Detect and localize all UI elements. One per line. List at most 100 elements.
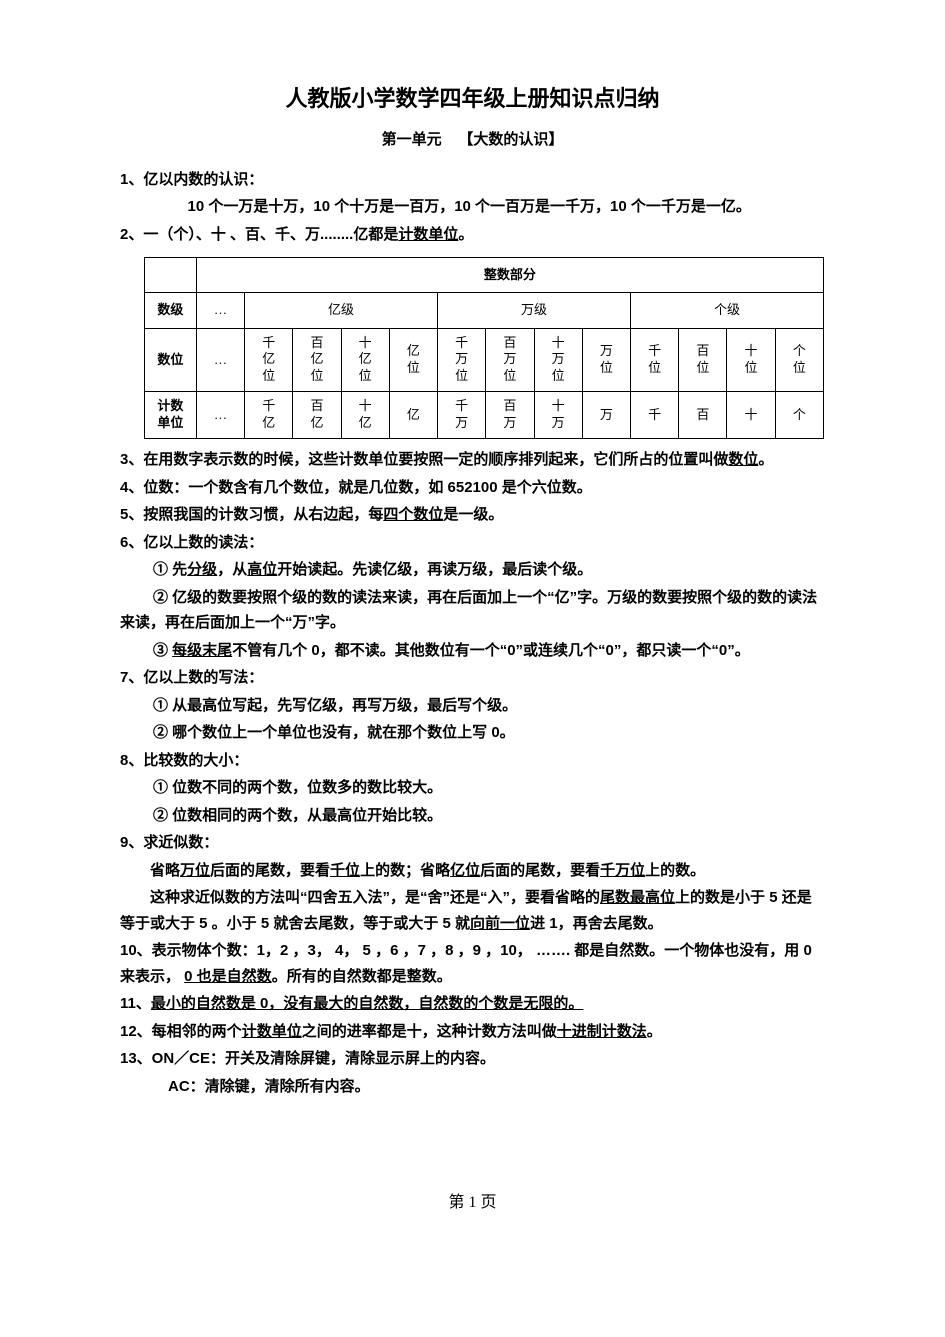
p5-b: 是一级。 <box>443 506 503 523</box>
r3c5: 千万 <box>438 392 486 439</box>
r3c9: 千 <box>630 392 678 439</box>
point-2: 2、一（个）、十 、百、千、万........亿都是计数单位。 <box>120 222 825 248</box>
point-1-head: 1、亿以内数的认识： <box>120 167 825 193</box>
p2-underline: 计数单位 <box>398 226 458 243</box>
point-9: 9、求近似数： <box>120 830 825 856</box>
point-6-2: ② 亿级的数要按照个级的数的读法来读，再在后面加上一个“亿”字。万级的数要按照个… <box>120 585 825 636</box>
unit-subtitle: 第一单元 【大数的认识】 <box>120 127 825 153</box>
r1-yi: 亿级 <box>245 293 438 328</box>
p12-a: 12、每相邻的两个 <box>120 1023 242 1040</box>
r3c6: 百万 <box>486 392 534 439</box>
p9-2u2: 最高位 <box>630 889 675 906</box>
p9-1c: 上的数；省略 <box>360 862 450 879</box>
point-13-2: AC：清除键，清除所有内容。 <box>120 1074 825 1100</box>
point-4: 4、位数：一个数含有几个数位，就是几位数，如 652100 是个六位数。 <box>120 475 825 501</box>
p9-1u2: 千位 <box>330 862 360 879</box>
r1-ge: 个级 <box>630 293 823 328</box>
p9-1u3: 亿位 <box>450 862 480 879</box>
p9-2u3: 向前一位 <box>470 915 530 932</box>
p9-1d: 后面的尾数，要看 <box>480 862 600 879</box>
row2-label: 数位 <box>145 328 197 392</box>
point-8: 8、比较数的大小： <box>120 748 825 774</box>
point-8-1: ① 位数不同的两个数，位数多的数比较大。 <box>120 775 825 801</box>
r2c7: 十万位 <box>534 328 582 392</box>
point-13-1: 13、ON／CE：开关及清除屏键，清除显示屏上的内容。 <box>120 1046 825 1072</box>
subtitle-right: 【大数的认识】 <box>458 131 563 148</box>
page-title: 人教版小学数学四年级上册知识点归纳 <box>120 80 825 117</box>
p12-c: 。 <box>647 1023 662 1040</box>
point-1-body: 10 个一万是十万，10 个十万是一百万，10 个一百万是一千万，10 个一千万… <box>120 194 825 220</box>
point-7-1: ① 从最高位写起，先写亿级，再写万级，最后写个级。 <box>120 693 825 719</box>
p3-u: 数位 <box>728 451 758 468</box>
r2c4: 亿位 <box>389 328 437 392</box>
point-12: 12、每相邻的两个计数单位之间的进率都是十，这种计数方法叫做十进制计数法。 <box>120 1019 825 1045</box>
tbl-header: 整数部分 <box>196 258 823 293</box>
r1c0: … <box>196 293 244 328</box>
p11-a: 11、 <box>120 995 151 1012</box>
r2c8: 万位 <box>582 328 630 392</box>
p2-a: 2、一（个）、十 、百、千、万........亿都是 <box>120 226 398 243</box>
p6-3a: ③ <box>153 642 172 659</box>
p3-a: 3、在用数字表示数的时候，这些计数单位要按照一定的顺序排列起来，它们所占的位置叫… <box>120 451 728 468</box>
r3c2: 百亿 <box>293 392 341 439</box>
p12-b: 之间的进率都是十，这种计数方法叫做 <box>302 1023 557 1040</box>
r2c11: 十位 <box>727 328 775 392</box>
tbl-empty <box>145 258 197 293</box>
p5-u: 四个数位 <box>383 506 443 523</box>
r3c10: 百 <box>679 392 727 439</box>
p9-1u4: 千万位 <box>600 862 645 879</box>
p6-3u: 每级末尾 <box>172 642 232 659</box>
p12-u2: 十进制计数法 <box>557 1023 647 1040</box>
p9-2a: 这种求近似数的方法叫“四舍五入法”，是“舍”还是“入”，要看省略的 <box>150 889 600 906</box>
p3-b: 。 <box>758 451 773 468</box>
point-9-2: 这种求近似数的方法叫“四舍五入法”，是“舍”还是“入”，要看省略的尾数最高位上的… <box>120 885 825 936</box>
p12-u1: 计数单位 <box>242 1023 302 1040</box>
p9-1u1: 万位 <box>180 862 210 879</box>
p6-1u1: 分级 <box>187 561 217 578</box>
r2c3: 十亿位 <box>341 328 389 392</box>
point-9-1: 省略万位后面的尾数，要看千位上的数；省略亿位后面的尾数，要看千万位上的数。 <box>120 858 825 884</box>
point-8-2: ② 位数相同的两个数，从最高位开始比较。 <box>120 803 825 829</box>
p9-2u1: 尾数 <box>600 889 630 906</box>
p5-a: 5、按照我国的计数习惯，从右边起，每 <box>120 506 383 523</box>
point-7: 7、亿以上数的写法： <box>120 665 825 691</box>
p6-1c: 开始读起。先读亿级，再读万级，最后读个级。 <box>277 561 592 578</box>
r2c1: 千亿位 <box>245 328 293 392</box>
p2-b: 。 <box>458 226 473 243</box>
subtitle-left: 第一单元 <box>382 131 442 148</box>
place-value-table: 整数部分 数级 … 亿级 万级 个级 数位 … 千亿位 百亿位 十亿位 亿位 千… <box>144 257 824 439</box>
point-7-2: ② 哪个数位上一个单位也没有，就在那个数位上写 0。 <box>120 720 825 746</box>
p6-1a: ① 先 <box>153 561 187 578</box>
r2c0: … <box>196 328 244 392</box>
p9-1b: 后面的尾数，要看 <box>210 862 330 879</box>
r3c3: 十亿 <box>341 392 389 439</box>
row3-label: 计数单位 <box>145 392 197 439</box>
p10-b: 。所有的自然数都是整数。 <box>272 968 452 985</box>
point-3: 3、在用数字表示数的时候，这些计数单位要按照一定的顺序排列起来，它们所占的位置叫… <box>120 447 825 473</box>
row1-label: 数级 <box>145 293 197 328</box>
p6-1u2: 高位 <box>247 561 277 578</box>
r2c6: 百万位 <box>486 328 534 392</box>
r2c2: 百亿位 <box>293 328 341 392</box>
point-5: 5、按照我国的计数习惯，从右边起，每四个数位是一级。 <box>120 502 825 528</box>
r3c11: 十 <box>727 392 775 439</box>
r2c9: 千位 <box>630 328 678 392</box>
point-6: 6、亿以上数的读法： <box>120 530 825 556</box>
r2c12: 个位 <box>775 328 823 392</box>
r3c7: 十万 <box>534 392 582 439</box>
r2c5: 千万位 <box>438 328 486 392</box>
point-10: 10、表示物体个数：1，2 ，3， 4， 5 ，6 ，7 ，8 ，9 ，10， … <box>120 938 825 989</box>
p6-1b: ，从 <box>217 561 247 578</box>
page-footer: 第 1 页 <box>120 1189 825 1216</box>
r3c4: 亿 <box>389 392 437 439</box>
point-11: 11、最小的自然数是 0，没有最大的自然数，自然数的个数是无限的。 <box>120 991 825 1017</box>
r3c8: 万 <box>582 392 630 439</box>
p9-2c: 进 1，再舍去尾数。 <box>530 915 663 932</box>
r3c12: 个 <box>775 392 823 439</box>
r3c1: 千亿 <box>245 392 293 439</box>
p9-1a: 省略 <box>150 862 180 879</box>
p9-1e: 上的数。 <box>645 862 705 879</box>
p10-u: 0 也是自然数 <box>184 968 272 985</box>
p11-u: 最小的自然数是 0，没有最大的自然数，自然数的个数是无限的。 <box>151 995 584 1012</box>
p6-3b: 不管有几个 0，都不读。其他数位有一个“0”或连续几个“0”，都只读一个“0”。 <box>232 642 750 659</box>
